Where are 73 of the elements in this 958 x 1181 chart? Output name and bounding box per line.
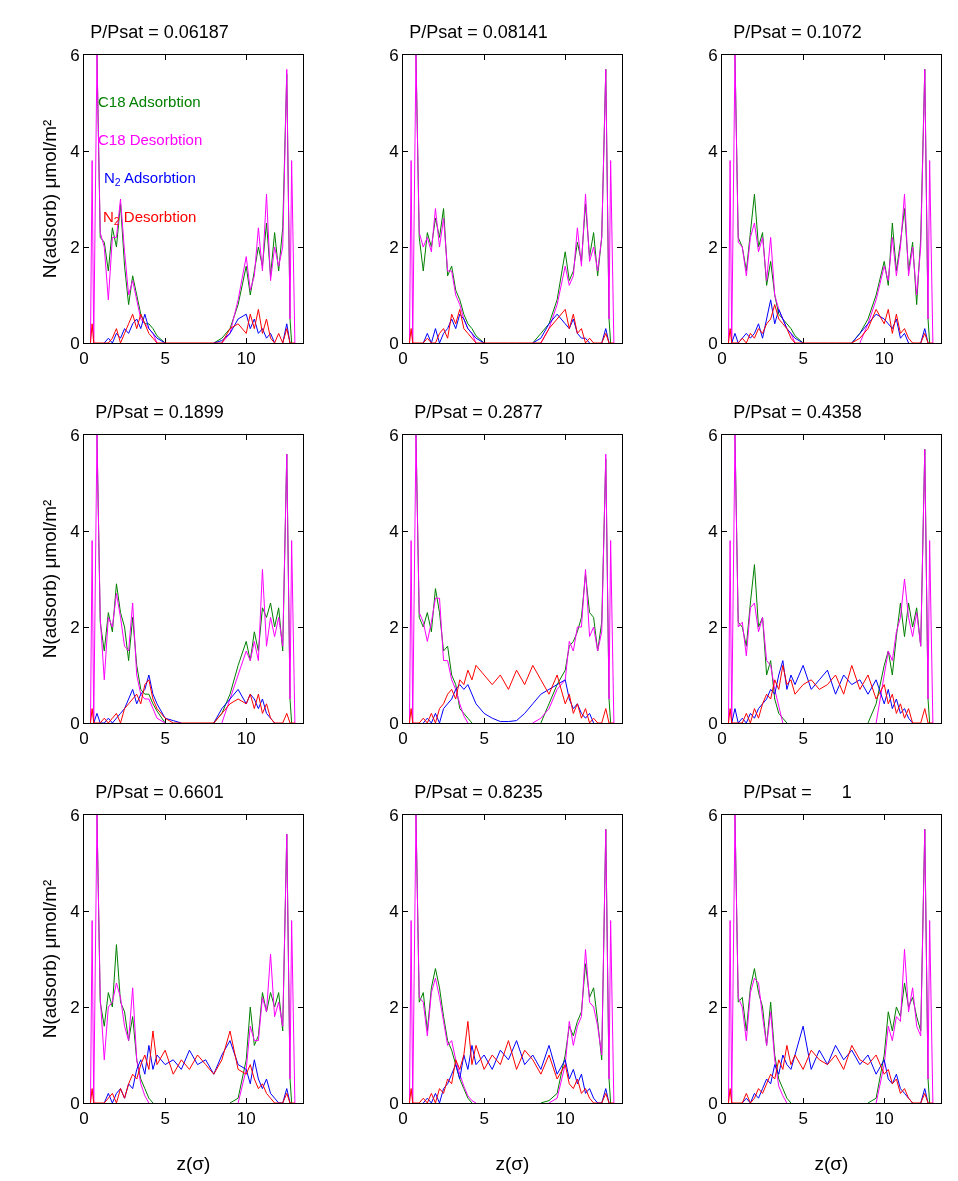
- text: N$_{2}$ Adsorbtion: [104, 169, 196, 189]
- y-tick-label: 4: [70, 521, 80, 541]
- text: N$_{2}$ Desorbtion: [103, 208, 197, 228]
- x-tick-label: 5: [479, 349, 489, 369]
- x-tick-label: 10: [236, 349, 256, 369]
- chart-title: P/Psat = 0.8235: [414, 782, 543, 803]
- x-tick-label: 5: [160, 1109, 170, 1129]
- y-tick-label: 0: [708, 1093, 718, 1113]
- y-tick-label: 2: [389, 237, 399, 257]
- x-tick-label: 10: [555, 1109, 575, 1129]
- y-axis-title: N(adsorb) μmol/m²: [38, 119, 60, 279]
- x-tick-label: 5: [798, 729, 808, 749]
- y-tick-label: 6: [70, 805, 80, 825]
- y-tick-label: 0: [70, 333, 80, 353]
- y-tick-label: 2: [708, 237, 718, 257]
- x-tick-label: 5: [479, 1109, 489, 1129]
- y-tick-label: 2: [389, 997, 399, 1017]
- chart-title: P/Psat = 0.08141: [409, 22, 548, 42]
- x-tick-label: 10: [874, 349, 894, 369]
- chart-title: P/Psat = 0.1072: [733, 22, 862, 42]
- y-tick-label: 4: [389, 141, 399, 161]
- series-label: C18 Desorbtion: [98, 131, 203, 148]
- series-label: C18 Adsorbtion: [98, 93, 201, 110]
- y-tick-label: 2: [708, 617, 718, 637]
- x-tick-label: 10: [874, 1109, 894, 1129]
- chart-title: P/Psat = 0.1899: [95, 402, 224, 422]
- y-tick-label: 4: [708, 521, 718, 541]
- chart-title: P/Psat = 0.6601: [95, 782, 224, 803]
- x-tick-label: 10: [874, 729, 894, 749]
- y-tick-label: 0: [389, 333, 399, 353]
- x-tick-label: 10: [236, 729, 256, 749]
- x-axis-title: z(σ): [495, 1153, 530, 1174]
- chart-title: P/Psat = 1: [743, 782, 852, 803]
- x-axis-title: z(σ): [176, 1153, 211, 1174]
- x-tick-label: 5: [798, 349, 808, 369]
- y-tick-label: 0: [70, 713, 80, 733]
- y-tick-label: 6: [389, 425, 399, 445]
- y-tick-label: 0: [70, 1093, 80, 1113]
- y-tick-label: 4: [389, 901, 399, 921]
- chart-title: P/Psat = 0.4358: [733, 402, 862, 422]
- y-tick-label: 4: [708, 141, 718, 161]
- y-tick-label: 6: [708, 425, 718, 445]
- y-axis-title: N(adsorb) μmol/m²: [38, 499, 60, 659]
- x-tick-label: 5: [479, 729, 489, 749]
- y-tick-label: 2: [389, 617, 399, 637]
- x-tick-label: 10: [555, 349, 575, 369]
- y-tick-label: 6: [708, 805, 718, 825]
- y-tick-label: 2: [70, 237, 80, 257]
- x-tick-label: 5: [160, 349, 170, 369]
- y-tick-label: 6: [70, 425, 80, 445]
- y-tick-label: 4: [70, 901, 80, 921]
- x-tick-label: 5: [160, 729, 170, 749]
- y-tick-label: 2: [70, 617, 80, 637]
- y-tick-label: 6: [389, 45, 399, 65]
- y-tick-label: 0: [389, 713, 399, 733]
- chart-title: P/Psat = 0.06187: [90, 22, 229, 42]
- y-tick-label: 4: [70, 141, 80, 161]
- chart-title: P/Psat = 0.2877: [414, 402, 543, 422]
- y-tick-label: 0: [708, 713, 718, 733]
- y-tick-label: 6: [70, 45, 80, 65]
- y-tick-label: 4: [389, 521, 399, 541]
- x-tick-label: 5: [798, 1109, 808, 1129]
- x-axis-title: z(σ): [814, 1153, 849, 1174]
- x-tick-label: 10: [236, 1109, 256, 1129]
- y-tick-label: 6: [389, 805, 399, 825]
- y-tick-label: 2: [70, 997, 80, 1017]
- y-tick-label: 2: [708, 997, 718, 1017]
- x-tick-label: 10: [555, 729, 575, 749]
- y-tick-label: 4: [708, 901, 718, 921]
- y-tick-label: 0: [389, 1093, 399, 1113]
- y-tick-label: 6: [708, 45, 718, 65]
- y-axis-title: N(adsorb) μmol/m²: [38, 879, 60, 1039]
- y-tick-label: 0: [708, 333, 718, 353]
